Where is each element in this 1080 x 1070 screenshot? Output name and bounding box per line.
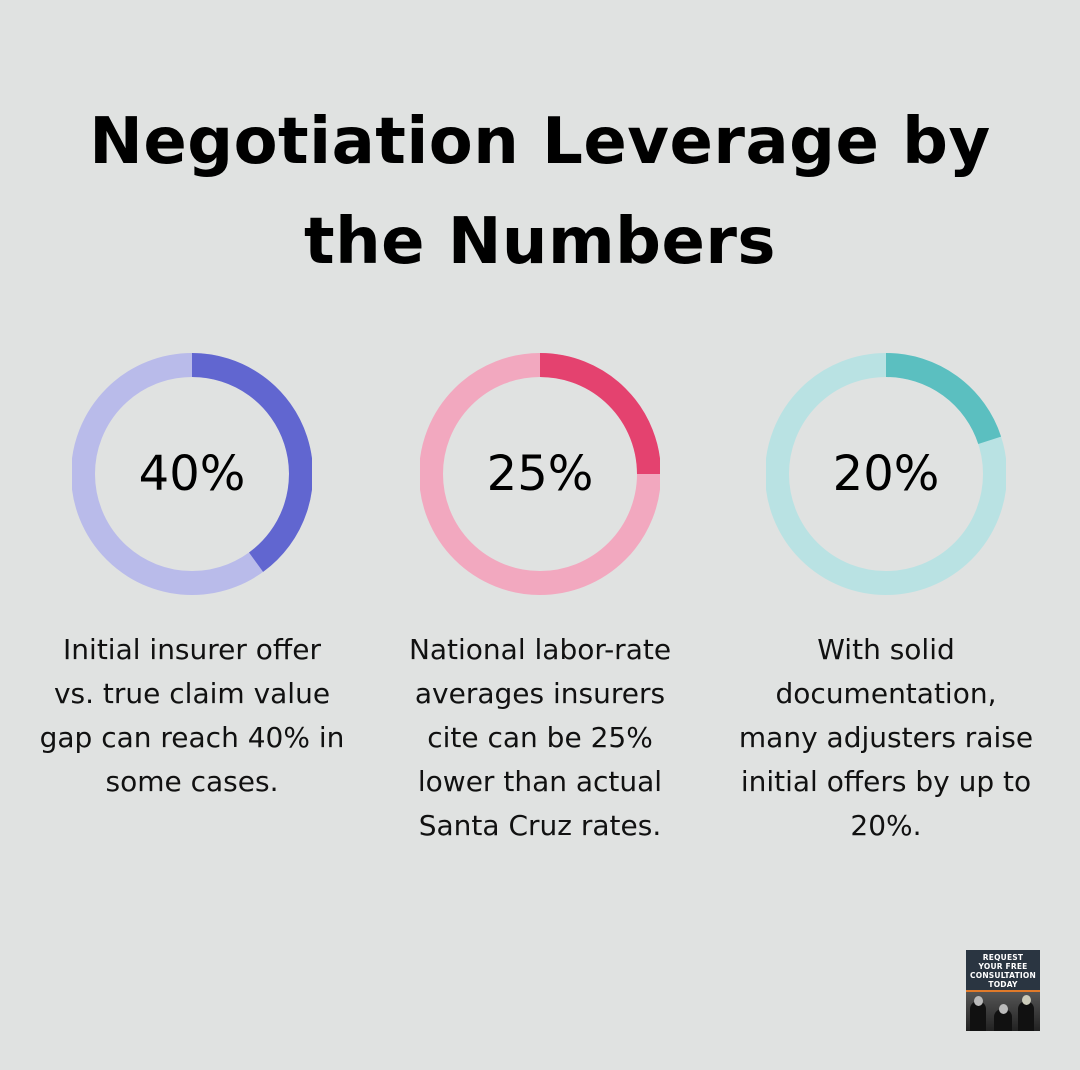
donut-value-arc (539, 353, 660, 475)
stat-description: With solid documentation, many adjusters… (716, 628, 1056, 848)
donut-chart (766, 353, 1006, 595)
badge-line: REQUEST (982, 953, 1024, 962)
donut-value-arc (191, 353, 312, 572)
desc-line: National labor-rate (408, 633, 672, 666)
title-line: the Numbers (303, 205, 777, 279)
desc-line: lower than actual (417, 765, 663, 798)
donut-chart (420, 353, 660, 595)
desc-line: With solid (817, 633, 955, 666)
consultation-badge[interactable]: REQUEST YOUR FREE CONSULTATION TODAY (966, 950, 1040, 1031)
desc-line: Initial insurer offer (63, 633, 321, 666)
badge-line: TODAY (988, 980, 1018, 989)
desc-line: 20%. (850, 809, 922, 842)
desc-line: some cases. (105, 765, 279, 798)
desc-line: many adjusters raise (738, 721, 1034, 754)
desc-line: gap can reach 40% in (39, 721, 345, 754)
desc-line: cite can be 25% (427, 721, 653, 754)
team-photo (966, 992, 1040, 1031)
badge-line: CONSULTATION (970, 971, 1036, 980)
badge-line: YOUR FREE (978, 962, 1028, 971)
donut-label: 25% (486, 446, 594, 502)
donut-label: 40% (138, 446, 246, 502)
page-title: Negotiation Leverage by the Numbers (0, 92, 1080, 292)
desc-line: averages insurers (414, 677, 666, 710)
donut-value-arc (885, 353, 1002, 445)
desc-line: initial offers by up to (740, 765, 1032, 798)
desc-line: vs. true claim value (53, 677, 331, 710)
donut-label: 20% (832, 446, 940, 502)
desc-line: Santa Cruz rates. (418, 809, 662, 842)
stat-description: Initial insurer offer vs. true claim val… (22, 628, 362, 804)
badge-divider (966, 990, 1040, 992)
desc-line: documentation, (775, 677, 997, 710)
stat-description: National labor-rate averages insurers ci… (370, 628, 710, 848)
title-line: Negotiation Leverage by (89, 105, 991, 179)
badge-text: REQUEST YOUR FREE CONSULTATION TODAY (966, 950, 1040, 990)
donut-chart (72, 353, 312, 595)
